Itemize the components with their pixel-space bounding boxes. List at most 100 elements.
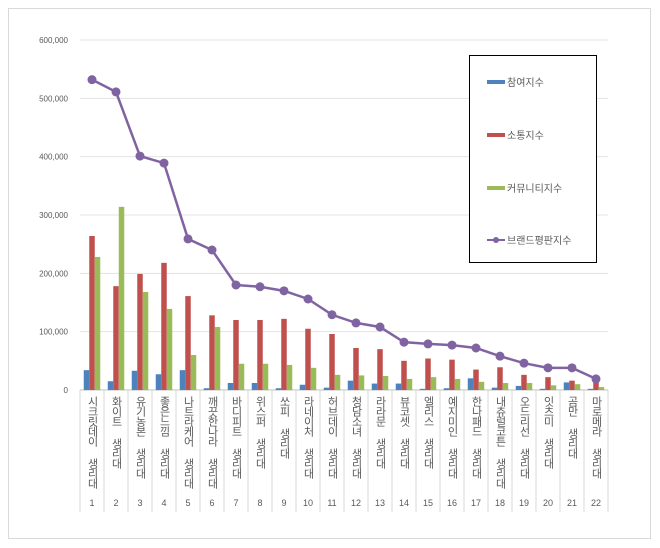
bar-communication [401,360,407,390]
category-number: 18 [494,498,505,508]
point-brand-reputation [399,337,409,347]
category-label: 한나패드 생리대 [470,396,483,478]
category-number: 6 [209,498,215,508]
point-brand-reputation [471,343,481,353]
category-number: 21 [566,498,577,508]
bar-participation [131,370,138,390]
point-brand-reputation [87,75,97,85]
category-label: 유기농본 생리대 [134,396,147,478]
bar-community [94,257,101,390]
category-label: 좋은느낌 생리대 [158,396,171,478]
bar-community [502,383,509,390]
point-brand-reputation [375,322,385,332]
bar-participation [563,382,570,390]
category-number: 2 [113,498,119,508]
bar-community [526,383,533,390]
point-brand-reputation [447,340,457,350]
y-tick-label: 500,000 [39,94,68,103]
bar-communication [497,367,503,390]
bar-community [550,385,557,390]
bar-community [142,292,149,390]
bar-community [358,375,365,390]
category-number: 16 [446,498,457,508]
bar-community [574,384,581,390]
y-tick-label: 200,000 [39,269,68,278]
bar-communication [425,358,431,390]
bar-participation [515,385,522,390]
bar-communication [377,349,383,390]
point-brand-reputation [543,363,553,373]
legend-item-communication: 소통지수 [487,127,544,142]
legend-item-community: 커뮤니티지수 [487,180,562,195]
bar-communication [305,328,311,390]
category-number: 12 [350,498,361,508]
bar-community [262,363,269,390]
line-brand-reputation [91,78,597,381]
point-brand-reputation [255,282,265,292]
category-label: 화이트 생리대 [110,396,123,468]
point-brand-reputation [591,374,601,384]
bar-participation [587,388,594,390]
bar-participation [179,370,186,390]
bar-participation [251,383,258,390]
category-label: 잇츠미 생리대 [542,396,555,468]
bar-communication [353,348,359,390]
bar-communication [89,236,95,390]
category-number: 1 [89,498,95,508]
category-label: 곰만 생리대 [566,396,579,458]
category-number: 8 [257,498,263,508]
bar-participation [491,387,498,390]
category-label: 허브데이 생리대 [326,396,339,478]
point-brand-reputation [519,358,529,368]
bar-community [478,381,485,390]
category-label: 청담소녀 생리대 [350,396,363,478]
bar-community [382,376,389,390]
legend: 참여지수 소통지수 커뮤니티지수 브랜드평판지수 [469,55,597,263]
bar-participation [203,388,210,390]
bar-community [598,387,605,390]
bar-communication [329,334,335,390]
bar-communication [185,296,191,390]
y-tick-label: 100,000 [39,328,68,337]
category-label: 바디피트 생리대 [230,396,243,478]
point-brand-reputation [183,234,193,244]
legend-label: 커뮤니티지수 [507,184,563,195]
category-label: 엘리스 생리대 [422,396,435,468]
point-brand-reputation [279,286,289,296]
category-number: 11 [327,498,337,508]
bar-communication [449,359,455,390]
category-label: 쏘피 생리대 [278,396,291,458]
category-label: 나트라케어 생리대 [182,396,195,488]
bar-communication [209,315,215,390]
point-brand-reputation [327,310,337,320]
bar-community [166,308,173,390]
category-number: 10 [302,498,313,508]
bar-participation [323,387,330,390]
bar-community [430,377,437,390]
bar-community [286,364,293,390]
bar-participation [539,388,546,390]
category-label: 예지미인 생리대 [446,396,459,478]
bar-communication [545,377,551,390]
bar-communication [521,374,527,390]
category-number: 14 [398,498,409,508]
legend-label: 참여지수 [507,78,544,89]
category-number: 4 [161,498,167,508]
bar-communication [473,369,479,390]
category-label: 깨끗한나라 생리대 [206,396,219,488]
chart-frame [8,8,651,539]
y-tick-label: 400,000 [39,153,68,162]
bar-communication [113,286,119,390]
bar-participation [347,380,354,390]
point-brand-reputation [351,318,361,328]
bar-communication [233,320,239,390]
bar-community [214,327,221,390]
bar-communication [569,380,575,390]
bar-participation [443,388,450,390]
point-brand-reputation [567,363,577,373]
bar-community [190,355,197,390]
bar-participation [107,381,114,390]
point-brand-reputation [495,351,505,361]
legend-item-brand-reputation: 브랜드평판지수 [487,232,571,247]
